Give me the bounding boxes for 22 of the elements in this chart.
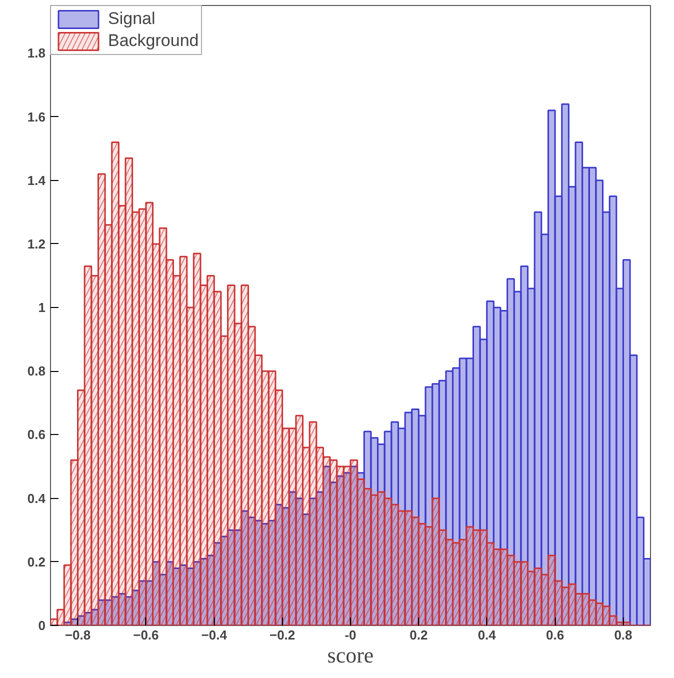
- x-tick-label: 0.2: [410, 628, 428, 642]
- y-tick-label: 1.6: [27, 109, 46, 124]
- y-tick-label: 1.8: [27, 46, 46, 61]
- y-tick-label: 0.4: [27, 490, 46, 506]
- x-tick-label: −0.6: [133, 628, 159, 642]
- x-tick-label: 0.6: [546, 628, 564, 642]
- y-tick-label: 0.6: [27, 427, 46, 442]
- y-tick-label: 1: [38, 300, 46, 316]
- y-tick-label: 1.4: [27, 172, 46, 188]
- x-tick-label: −0.4: [201, 628, 228, 642]
- x-axis-title: score: [327, 642, 374, 668]
- x-tick-label: −0.2: [269, 628, 296, 642]
- legend-label: Signal: [108, 9, 156, 29]
- x-tick-label: 0.4: [478, 628, 497, 642]
- x-tick-label: -0: [344, 628, 356, 642]
- y-tick-label: 0.8: [27, 364, 46, 379]
- y-tick-label: 1.2: [27, 236, 46, 252]
- legend-label: Background: [108, 31, 199, 51]
- x-tick-label: −0.8: [64, 628, 91, 642]
- y-tick-label: 0.2: [27, 554, 46, 570]
- x-tick-label: 0.8: [614, 628, 632, 642]
- y-tick-label: 0: [38, 618, 46, 633]
